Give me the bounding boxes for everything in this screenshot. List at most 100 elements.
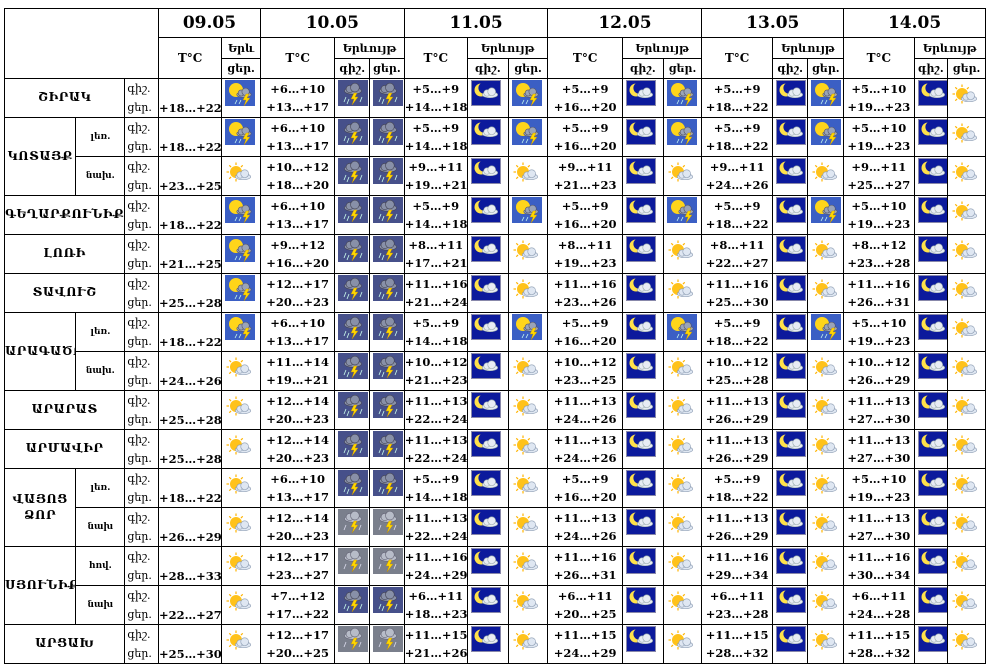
partly-cloudy-icon [807, 351, 845, 391]
night-label: գիշ. [127, 277, 151, 290]
temperature-cell: +5…+9 +18…+22 [701, 78, 773, 118]
temperature-cell: +11…+13 +24…+26 [547, 390, 623, 430]
partly-cloudy-icon [662, 351, 703, 391]
night-temperature: +9…+12 [270, 238, 326, 252]
day-temperature: +26…+31 [553, 568, 617, 582]
temperature-cell: +5…+9 +18…+22 [701, 195, 773, 235]
day-temperature: +23…+25 [553, 373, 617, 387]
storm-cloud-icon [369, 312, 405, 352]
weather-header: Երևույթ [621, 37, 703, 59]
moon-cloud-icon [913, 156, 949, 196]
night-subheader: գիշ. [466, 58, 509, 79]
temperature-cell: +12…+17 +20…+23 [259, 273, 336, 313]
night-label: գիշ. [127, 199, 151, 212]
temperature-cell: +5…+10 +19…+23 [843, 195, 915, 235]
region-row: ԱՐՄԱՎԻՐ գիշ. ցեր. +25…+28 +12…+14 +20…+23 +11…… [3, 429, 986, 469]
partly-cloudy-icon [662, 624, 703, 664]
day-night-labels: գիշ. ցեր. [124, 585, 159, 625]
night-temperature: +5…+9 [561, 121, 609, 135]
night-temperature: +11…+16 [404, 277, 468, 291]
night-temperature: +10…+12 [553, 355, 617, 369]
day-subheader: ցեր. [662, 58, 703, 79]
temperature-cell: +8…+11 +19…+23 [547, 234, 623, 274]
temperature-cell: +12…+14 +20…+23 [259, 507, 336, 547]
day-label: ցեր. [127, 491, 152, 504]
night-label: գիշ. [127, 316, 151, 329]
day-temperature: +20…+23 [266, 412, 330, 426]
night-label: գիշ. [127, 121, 151, 134]
storm-cloud-icon [334, 429, 371, 469]
zone-label: լեռ. [75, 468, 126, 508]
night-temperature: +11…+13 [553, 433, 617, 447]
night-temperature: +5…+9 [713, 472, 761, 486]
temperature-cell: +5…+9 +18…+22 [701, 468, 773, 508]
moon-cloud-icon [913, 390, 949, 430]
day-temperature: +16…+20 [266, 256, 330, 270]
sun-cloud-storm-icon [221, 195, 261, 235]
night-temperature: +12…+17 [266, 550, 330, 564]
night-temperature: +12…+17 [266, 277, 330, 291]
moon-cloud-icon [621, 507, 664, 547]
day-temperature: +23…+26 [553, 295, 617, 309]
temperature-cell: +11…+13 +24…+26 [547, 429, 623, 469]
night-temperature: +5…+10 [851, 82, 907, 96]
temperature-cell: +5…+9 +16…+20 [547, 117, 623, 157]
storm-cloud-icon [369, 351, 405, 391]
temp-header: T°C [403, 37, 468, 79]
partly-cloudy-icon [807, 585, 845, 625]
day-temperature: +21…+24 [404, 295, 468, 309]
moon-cloud-icon [771, 507, 809, 547]
night-temperature: +11…+16 [847, 277, 911, 291]
day-temperature: +22…+27 [705, 256, 769, 270]
night-temperature: +5…+9 [713, 316, 761, 330]
partly-cloudy-icon [662, 585, 703, 625]
night-temperature: +11…+13 [705, 511, 769, 525]
moon-cloud-icon [913, 624, 949, 664]
temperature-cell: +11…+13 +22…+24 [403, 507, 468, 547]
temperature-cell: +25…+30 [157, 624, 223, 664]
temperature-cell: +5…+10 +19…+23 [843, 117, 915, 157]
temperature-cell: +5…+9 +16…+20 [547, 468, 623, 508]
temperature-cell: +11…+16 +29…+34 [701, 546, 773, 586]
temperature-cell: +11…+13 +26…+29 [701, 507, 773, 547]
temperature-cell: +5…+9 +14…+18 [403, 195, 468, 235]
moon-cloud-icon [771, 273, 809, 313]
region-row: ՍՅՈՒՆԻՔ հով. գիշ. ցեր. +28…+33 +12…+17 +23…+27… [3, 546, 986, 625]
sun-cloud-storm-icon [807, 312, 845, 352]
night-temperature: +7…+12 [270, 589, 326, 603]
zone-label: լեռ. [75, 312, 126, 352]
day-night-labels: գիշ. ցեր. [124, 312, 159, 352]
day-temperature: +19…+21 [266, 373, 330, 387]
temperature-cell: +25…+28 [157, 390, 223, 430]
day-temperature: +26…+31 [847, 295, 911, 309]
moon-cloud-icon [771, 117, 809, 157]
day-label: ցեր. [127, 335, 152, 348]
date-header-4: 12.05 [547, 8, 703, 38]
temperature-cell: +11…+16 +26…+31 [547, 546, 623, 586]
night-label: գիշ. [127, 238, 151, 251]
temperature-cell: +6…+11 +23…+28 [701, 585, 773, 625]
temperature-cell: +11…+16 +26…+31 [843, 273, 915, 313]
day-label: ցեր. [127, 647, 152, 660]
storm-icon [369, 624, 405, 664]
night-subheader: գիշ. [771, 58, 809, 79]
day-night-labels: գիշ. ցեր. [124, 351, 159, 391]
day-night-labels: գիշ. ցեր. [124, 156, 159, 196]
partly-cloudy-icon [947, 585, 986, 625]
temperature-cell: +12…+14 +20…+23 [259, 390, 336, 430]
temperature-cell: +11…+16 +23…+26 [547, 273, 623, 313]
night-temperature: +5…+9 [412, 82, 460, 96]
storm-cloud-icon [369, 273, 405, 313]
region-name: ՇԻՐԱԿ [3, 78, 126, 118]
moon-cloud-icon [621, 585, 664, 625]
sun-cloud-storm-icon [507, 312, 549, 352]
storm-icon [369, 546, 405, 586]
partly-cloudy-icon [221, 156, 261, 196]
temperature-cell: +9…+11 +19…+21 [403, 156, 468, 196]
temperature-cell: +5…+9 +16…+20 [547, 78, 623, 118]
temperature-cell: +11…+15 +21…+26 [403, 624, 468, 664]
partly-cloudy-icon [807, 507, 845, 547]
storm-icon [369, 507, 405, 547]
day-temperature: +13…+17 [266, 334, 330, 348]
moon-cloud-icon [771, 234, 809, 274]
